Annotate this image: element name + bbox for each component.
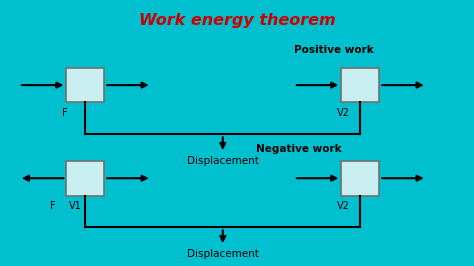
Bar: [66, 161, 104, 196]
Text: F: F: [50, 201, 55, 211]
Bar: [341, 161, 379, 196]
Text: Displacement: Displacement: [187, 156, 259, 166]
Bar: [341, 68, 379, 102]
Text: V2: V2: [337, 201, 349, 211]
Text: Work energy theorem: Work energy theorem: [139, 13, 335, 28]
Text: V1: V1: [69, 201, 82, 211]
Text: Negative work: Negative work: [256, 144, 342, 154]
Text: Positive work: Positive work: [294, 45, 374, 55]
Text: F: F: [62, 108, 67, 118]
Text: Displacement: Displacement: [187, 249, 259, 259]
Text: V2: V2: [337, 108, 349, 118]
Bar: [66, 68, 104, 102]
